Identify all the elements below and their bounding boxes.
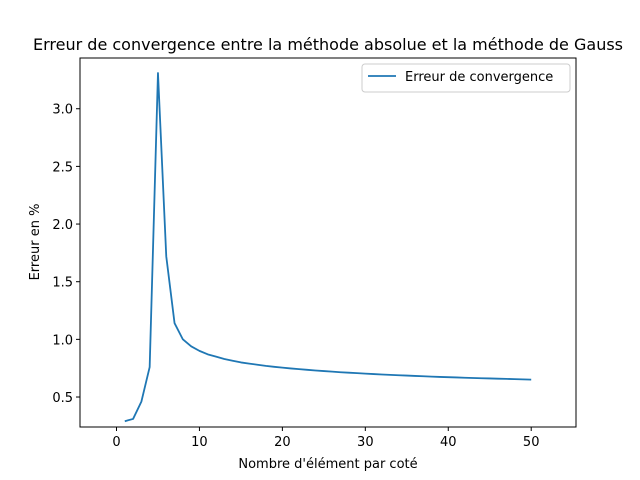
y-axis-label: Erreur en % xyxy=(28,204,43,281)
y-tick-label: 2.0 xyxy=(52,218,73,233)
x-tick-label: 50 xyxy=(523,435,540,450)
x-tick-label: 20 xyxy=(274,435,291,450)
chart-title: Erreur de convergence entre la méthode a… xyxy=(33,35,623,54)
x-tick-label: 30 xyxy=(357,435,374,450)
y-tick-label: 1.5 xyxy=(52,276,73,291)
x-axis-label: Nombre d'élément par coté xyxy=(238,457,417,472)
y-tick-label: 1.0 xyxy=(52,333,73,348)
plot-frame xyxy=(79,57,577,428)
x-tick-label: 10 xyxy=(191,435,208,450)
legend-label: Erreur de convergence xyxy=(405,70,553,85)
legend: Erreur de convergence xyxy=(361,63,571,93)
y-tick-label: 3.0 xyxy=(52,103,73,118)
x-tick-label: 0 xyxy=(112,435,120,450)
legend-box xyxy=(361,63,571,93)
x-tick-label: 40 xyxy=(440,435,457,450)
y-axis: 0.5 1.0 1.5 2.0 2.5 3.0 xyxy=(52,103,80,406)
plot-area xyxy=(124,72,532,423)
series-line xyxy=(124,72,532,423)
x-axis: 0 10 20 30 40 50 xyxy=(112,427,539,450)
y-tick-label: 2.5 xyxy=(52,160,73,175)
y-tick-label: 0.5 xyxy=(52,391,73,406)
